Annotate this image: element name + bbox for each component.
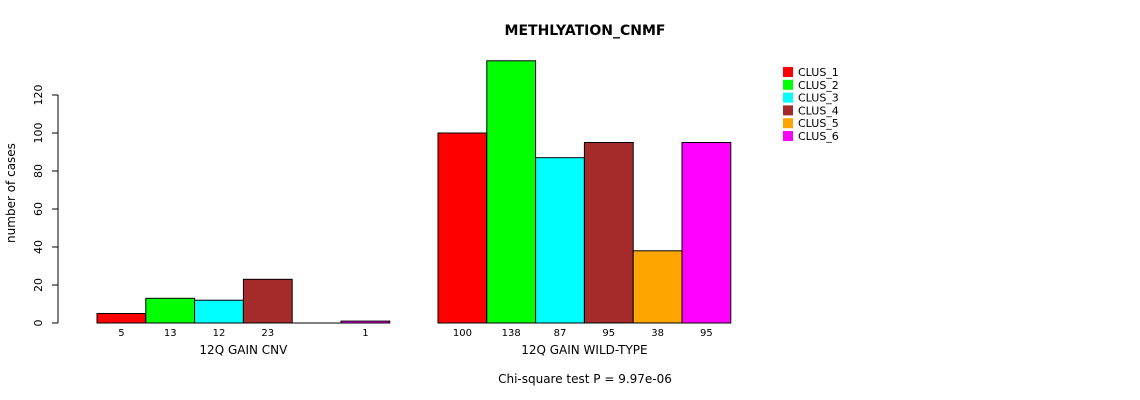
count-label: 5 (118, 328, 124, 339)
count-label: 138 (502, 328, 521, 339)
count-label: 12 (213, 328, 226, 339)
y-axis: 0 20 40 60 80 100 120 (32, 85, 59, 327)
count-label: 100 (453, 328, 472, 339)
group-labels: 12Q GAIN CNV 12Q GAIN WILD-TYPE (199, 343, 647, 357)
count-label: 95 (602, 328, 615, 339)
legend-entry: CLUS_5 (798, 117, 839, 130)
legend-entry: CLUS_2 (798, 79, 839, 92)
y-tick-label: 80 (32, 164, 45, 178)
y-tick-label: 60 (32, 202, 45, 216)
bar-clus-6 (340, 320, 391, 324)
legend-swatch (783, 118, 793, 129)
count-labels: 5 13 12 23 1 100 138 87 95 38 95 (118, 328, 713, 339)
y-tick-label: 20 (32, 278, 45, 292)
legend-swatch (783, 131, 793, 141)
count-label: 1 (362, 328, 368, 339)
group-label: 12Q GAIN WILD-TYPE (521, 343, 647, 357)
count-label: 13 (164, 328, 177, 339)
bar-clus-4 (583, 142, 634, 324)
legend-swatch (783, 105, 793, 116)
chi-square-footnote: Chi-square test P = 9.97e-06 (498, 372, 672, 386)
count-label: 95 (700, 328, 713, 339)
bars (96, 60, 732, 324)
bar-clus-6 (681, 142, 732, 324)
group-label: 12Q GAIN CNV (199, 343, 288, 357)
legend-swatch (783, 79, 793, 90)
y-tick-label: 120 (32, 85, 45, 106)
bar-clus-1 (437, 132, 488, 324)
y-axis-label: number of cases (4, 143, 18, 243)
count-label: 38 (651, 328, 664, 339)
y-tick-label: 100 (32, 123, 45, 144)
y-tick-label: 0 (32, 320, 45, 327)
bar-clus-1 (96, 313, 147, 324)
count-label: 87 (554, 328, 567, 339)
legend-swatch (783, 67, 793, 77)
legend-entry: CLUS_4 (798, 104, 839, 117)
bar-clus-2 (145, 297, 196, 324)
legend-swatch (783, 92, 793, 103)
legend-entry: CLUS_3 (798, 92, 839, 105)
count-label: 23 (261, 328, 274, 339)
bar-clus-3 (194, 299, 244, 324)
y-tick-label: 40 (32, 240, 45, 254)
bar-clus-4 (242, 278, 293, 324)
bar-clus-2 (486, 60, 537, 324)
bar-clus-5 (632, 250, 683, 324)
legend-entry: CLUS_1 (798, 66, 839, 79)
bar-clus-3 (535, 157, 585, 324)
chart-title: METHLYATION_CNMF (505, 23, 666, 39)
legend-entry: CLUS_6 (798, 130, 839, 143)
